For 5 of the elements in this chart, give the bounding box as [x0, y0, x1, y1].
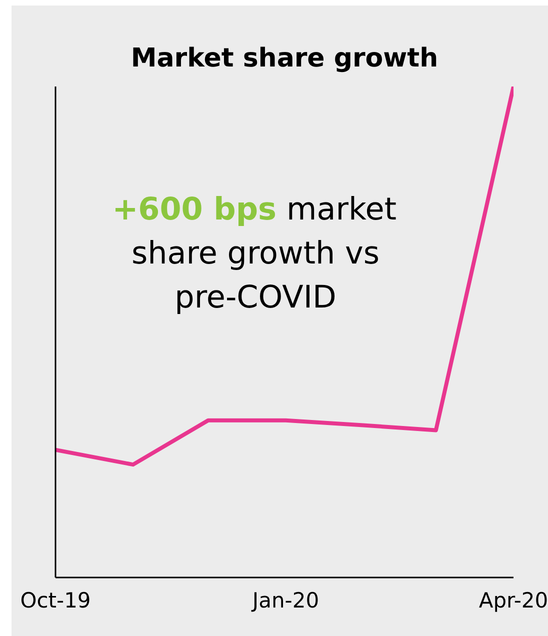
x-tick-label: Apr-20 — [478, 588, 548, 612]
x-tick-label: Oct-19 — [20, 588, 91, 612]
annotation: +600 bps market share growth vs pre-COVID — [112, 192, 397, 316]
x-tick-label: Jan-20 — [250, 588, 320, 612]
chart-title: Market share growth — [130, 44, 438, 74]
